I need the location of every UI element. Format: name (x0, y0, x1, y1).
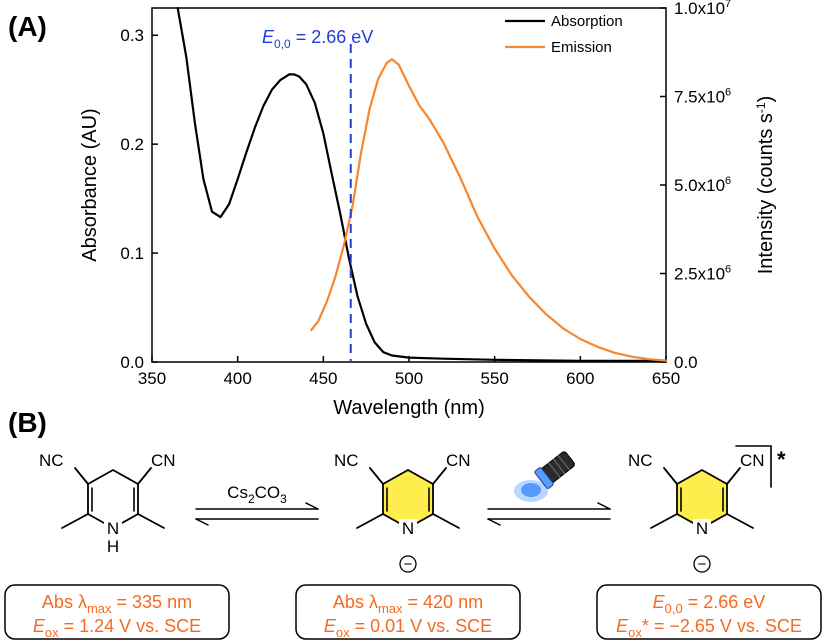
property-box-2: Abs λmax = 420 nm Eox = 0.01 V vs. SCE (295, 584, 521, 640)
y-tick-label: 0.3 (120, 26, 144, 45)
nitrogen-label: N (107, 519, 119, 538)
y-axis-title: Absorbance (AU) (79, 108, 101, 261)
y2-tick-label: 7.5x106 (674, 87, 731, 107)
box3-line1: E0,0 = 2.66 eV (653, 592, 766, 616)
x-tick-label: 450 (309, 369, 337, 388)
nitrile-right-label: CN (740, 451, 765, 470)
nitrogen-label: N (696, 519, 708, 538)
box1-line1: Abs λmax = 335 nm (42, 592, 192, 616)
plot-frame (151, 7, 667, 363)
legend-label-absorption: Absorption (551, 13, 623, 30)
x-axis: 350 400 450 500 550 600 650 (138, 356, 680, 388)
y-tick-label: 0.2 (120, 135, 144, 154)
y-axis-right: 0.0 2.5x106 5.0x106 7.5x106 1.0x107 (660, 0, 731, 372)
hydrogen-label: H (107, 537, 119, 556)
x-tick-label: 500 (395, 369, 423, 388)
property-box-3: E0,0 = 2.66 eV Eox* = −2.65 V vs. SCE (596, 584, 822, 640)
excited-state-star: * (777, 447, 786, 472)
equilibrium-arrow-base: Cs2CO3 (195, 483, 319, 526)
y2-tick-label: 5.0x106 (674, 175, 731, 195)
reaction-scheme: NC CN N H Cs2CO3 NC CN N − (4, 445, 822, 640)
negative-charge-icon (693, 555, 711, 573)
excited-state-bracket (735, 445, 772, 488)
panel-a-label: (A) (8, 11, 47, 42)
equilibrium-arrow-light (487, 451, 611, 526)
molecule-dihydropyridine: NC CN N H (39, 451, 176, 556)
molecule-excited-anion: NC CN N − * (628, 445, 786, 573)
nitrile-left-label: NC (334, 451, 359, 470)
negative-charge-icon (399, 555, 417, 573)
series-emission-line (310, 58, 668, 362)
legend: Absorption Emission (505, 13, 623, 56)
molecule-anion: NC CN N − (334, 451, 471, 573)
y-axis-left: 0.0 0.1 0.2 0.3 (120, 26, 158, 372)
e00-marker-label: E0,0 = 2.66 eV (262, 27, 373, 51)
box2-line1: Abs λmax = 420 nm (333, 592, 483, 616)
annotation-layer: E0,0 = 2.66 eV (262, 27, 373, 362)
x-tick-label: 650 (652, 369, 680, 388)
nitrogen-label: N (402, 519, 414, 538)
box2-line2: Eox = 0.01 V vs. SCE (324, 616, 492, 640)
property-box-1: Abs λmax = 335 nm Eox = 1.24 V vs. SCE (4, 584, 230, 640)
base-reagent-label: Cs2CO3 (227, 483, 287, 506)
x-tick-label: 600 (566, 369, 594, 388)
box1-line2: Eox = 1.24 V vs. SCE (33, 616, 201, 640)
box3-line2: Eox* = −2.65 V vs. SCE (616, 616, 802, 640)
y-tick-label: 0.1 (120, 244, 144, 263)
y2-tick-label: 1.0x107 (674, 0, 731, 18)
series-layer (176, 6, 668, 362)
negative-charge-label: − (404, 556, 413, 573)
x-tick-label: 550 (480, 369, 508, 388)
plot-area: 350 400 450 500 550 600 650 0.0 0.1 0.2 0.3 0.0 2.… (120, 0, 731, 388)
negative-charge-label: − (698, 556, 707, 573)
x-tick-label: 350 (138, 369, 166, 388)
nitrile-right-label: CN (446, 451, 471, 470)
y2-tick-label: 0.0 (674, 353, 698, 372)
flashlight-icon (514, 451, 575, 502)
panel-b-label: (B) (8, 407, 47, 438)
legend-label-emission: Emission (551, 39, 612, 56)
series-absorption-line (176, 6, 668, 362)
x-tick-label: 400 (223, 369, 251, 388)
y2-axis-title: Intensity (counts s-1) (754, 96, 777, 275)
y-tick-label: 0.0 (120, 353, 144, 372)
nitrile-left-label: NC (39, 451, 64, 470)
nitrile-left-label: NC (628, 451, 653, 470)
nitrile-right-label: CN (151, 451, 176, 470)
x-axis-title: Wavelength (nm) (333, 397, 485, 419)
y2-tick-label: 2.5x106 (674, 264, 731, 284)
